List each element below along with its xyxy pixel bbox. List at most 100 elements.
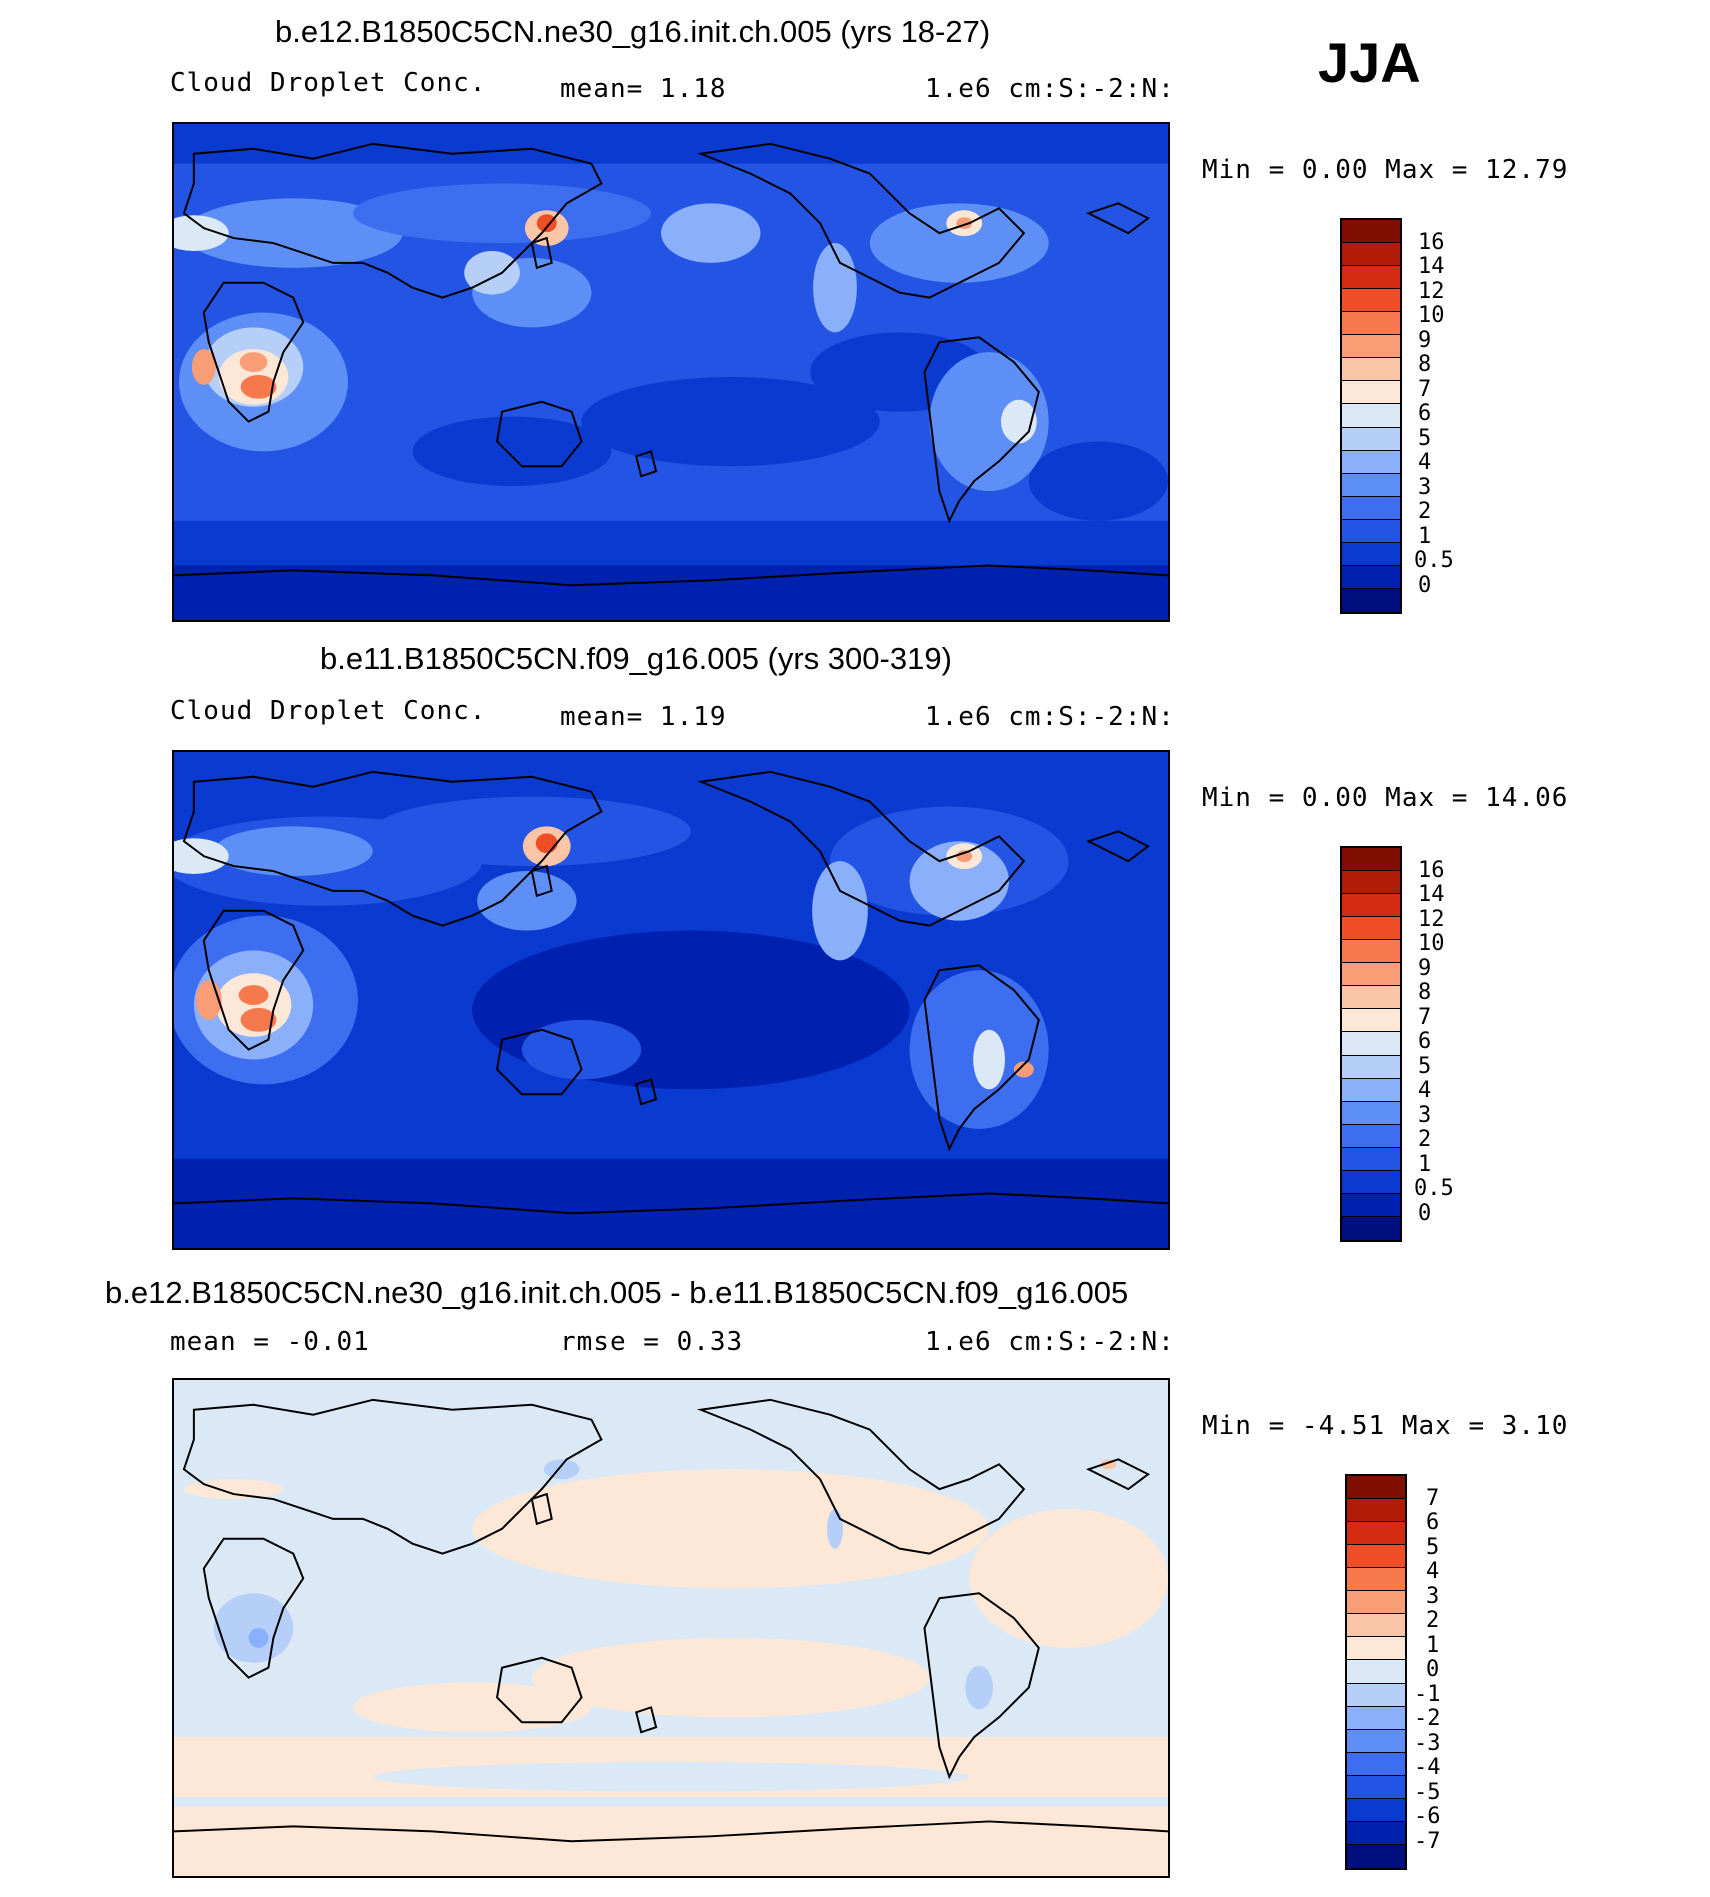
colorbar-swatch [1342,335,1400,359]
colorbar-swatch [1347,1821,1405,1845]
colorbar-swatch [1342,1032,1400,1056]
panel3-tick: -4 [1414,1755,1441,1780]
colorbar-swatch [1347,1660,1405,1684]
colorbar-swatch [1342,1216,1400,1240]
colorbar-swatch [1342,542,1400,566]
panel1-tick: 9 [1418,328,1432,353]
panel2-tick: 8 [1418,980,1432,1005]
colorbar-swatch [1342,358,1400,382]
panel3-tick: 2 [1426,1608,1440,1633]
panel2-tick: 6 [1418,1029,1432,1054]
panel1-title: b.e12.B1850C5CN.ne30_g16.init.ch.005 (yr… [275,14,991,49]
panel1-variable-label: Cloud Droplet Conc. [170,68,487,98]
colorbar-swatch [1342,871,1400,895]
colorbar-swatch [1342,289,1400,313]
panel2-title: b.e11.B1850C5CN.f09_g16.005 (yrs 300-319… [320,641,952,676]
colorbar-swatch [1342,848,1400,872]
panel3-tick: 1 [1426,1633,1440,1658]
panel1-tick: 4 [1418,450,1432,475]
panel1-map [172,122,1170,622]
panel1-tick: 7 [1418,377,1432,402]
panel2-tick: 16 [1418,858,1445,883]
colorbar-swatch [1347,1522,1405,1546]
panel2-tick: 12 [1418,907,1445,932]
panel2-variable-label: Cloud Droplet Conc. [170,696,487,726]
colorbar-swatch [1342,940,1400,964]
panel2-units-label: 1.e6 cm:S:-2:N: [925,702,1175,732]
panel2-tick: 0 [1418,1201,1432,1226]
panel3-title: b.e12.B1850C5CN.ne30_g16.init.ch.005 - b… [105,1275,1129,1310]
panel3-map [172,1378,1170,1878]
panel3-tick: -7 [1414,1829,1441,1854]
panel3-tick: 6 [1426,1510,1440,1535]
colorbar-swatch [1342,450,1400,474]
colorbar-swatch [1347,1545,1405,1569]
colorbar-swatch [1342,312,1400,336]
panel2-minmax-label: Min = 0.00 Max = 14.06 [1202,783,1569,813]
colorbar-swatch [1342,473,1400,497]
panel3-tick: -2 [1414,1706,1441,1731]
panel2-tick: 10 [1418,931,1445,956]
panel2-tick: 7 [1418,1005,1432,1030]
colorbar-swatch [1347,1568,1405,1592]
panel3-tick: -5 [1414,1780,1441,1805]
colorbar-swatch [1342,986,1400,1010]
colorbar-swatch [1342,1101,1400,1125]
colorbar-swatch [1342,266,1400,290]
season-label: JJA [1318,31,1421,94]
panel2-map [172,750,1170,1250]
panel1-tick: 1 [1418,524,1432,549]
colorbar-swatch [1342,404,1400,428]
panel3-units-label: 1.e6 cm:S:-2:N: [925,1327,1175,1357]
colorbar-swatch [1342,427,1400,451]
colorbar-swatch [1347,1476,1405,1500]
panel1-colorbar [1340,218,1402,614]
panel1-tick: 0.5 [1414,548,1454,573]
panel3-mean-label: mean = -0.01 [170,1327,370,1357]
colorbar-swatch [1342,1124,1400,1148]
colorbar-swatch [1347,1499,1405,1523]
colorbar-swatch [1347,1637,1405,1661]
panel3-colorbar [1345,1474,1407,1870]
colorbar-swatch [1342,963,1400,987]
panel2-tick: 14 [1418,882,1445,907]
colorbar-swatch [1342,1009,1400,1033]
colorbar-swatch [1347,1614,1405,1638]
colorbar-swatch [1347,1591,1405,1615]
colorbar-swatch [1347,1683,1405,1707]
panel1-tick: 6 [1418,401,1432,426]
panel3-tick: 7 [1426,1486,1440,1511]
panel2-tick: 2 [1418,1127,1432,1152]
colorbar-swatch [1342,1055,1400,1079]
colorbar-swatch [1342,519,1400,543]
panel1-tick: 5 [1418,426,1432,451]
colorbar-swatch [1347,1798,1405,1822]
panel3-tick: 0 [1426,1657,1440,1682]
panel3-tick: 5 [1426,1535,1440,1560]
colorbar-swatch [1342,588,1400,612]
colorbar-swatch [1347,1775,1405,1799]
colorbar-swatch [1347,1844,1405,1868]
panel1-minmax-label: Min = 0.00 Max = 12.79 [1202,155,1569,185]
panel3-tick: 4 [1426,1559,1440,1584]
colorbar-swatch [1342,220,1400,244]
panel2-tick: 4 [1418,1078,1432,1103]
colorbar-swatch [1342,1170,1400,1194]
colorbar-swatch [1342,1078,1400,1102]
colorbar-swatch [1342,894,1400,918]
panel1-tick: 0 [1418,573,1432,598]
colorbar-swatch [1342,381,1400,405]
panel3-tick: -1 [1414,1682,1441,1707]
panel2-tick: 9 [1418,956,1432,981]
colorbar-swatch [1342,917,1400,941]
panel2-tick: 1 [1418,1152,1432,1177]
panel1-tick: 8 [1418,352,1432,377]
panel3-tick: 3 [1426,1584,1440,1609]
colorbar-swatch [1342,1147,1400,1171]
panel2-tick: 5 [1418,1054,1432,1079]
panel3-rmse-label: rmse = 0.33 [560,1327,744,1357]
panel1-tick: 16 [1418,230,1445,255]
panel1-tick: 2 [1418,499,1432,524]
colorbar-swatch [1342,243,1400,267]
colorbar-swatch [1342,565,1400,589]
